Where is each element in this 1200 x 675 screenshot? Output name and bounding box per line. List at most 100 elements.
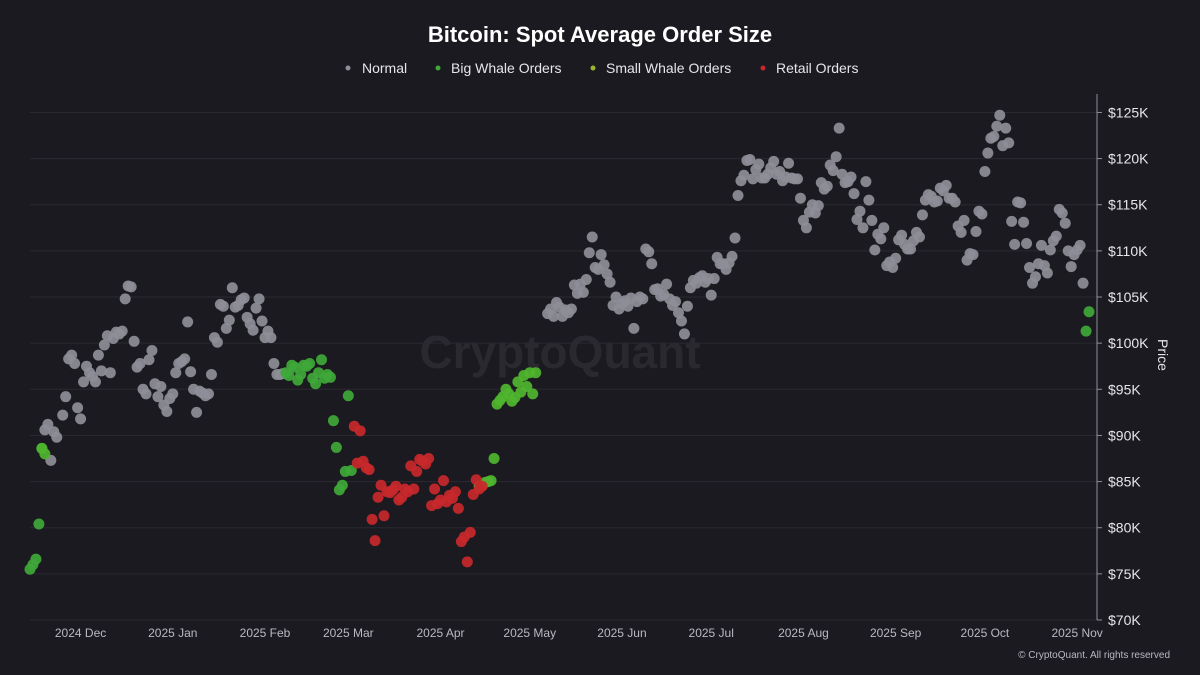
point-normal (800, 222, 812, 234)
point-big-whale-orders (310, 378, 322, 390)
point-retail-orders (429, 483, 441, 495)
point-normal (791, 173, 803, 185)
point-normal (670, 296, 682, 308)
point-normal (211, 336, 223, 348)
point-normal (905, 243, 917, 255)
point-normal (970, 225, 982, 237)
point-normal (851, 214, 863, 226)
point-normal (220, 322, 232, 334)
point-normal (601, 268, 613, 280)
point-big-whale-orders (283, 369, 295, 381)
point-retail-orders (354, 425, 366, 437)
point-retail-orders (390, 480, 402, 492)
chart-title: Bitcoin: Spot Average Order Size (428, 22, 772, 47)
point-normal (708, 273, 720, 285)
point-normal (595, 249, 607, 261)
y-tick-label: $110K (1108, 243, 1148, 259)
point-normal (604, 276, 616, 288)
point-normal (1059, 217, 1071, 229)
point-normal (738, 169, 750, 181)
x-tick-label: 2025 Feb (240, 626, 291, 640)
point-normal (78, 376, 90, 388)
point-normal (586, 231, 598, 243)
point-normal (887, 261, 899, 273)
point-normal (744, 154, 756, 166)
point-normal (1077, 277, 1089, 289)
legend-item-big-whale[interactable]: Big Whale Orders (435, 60, 562, 76)
point-normal (643, 246, 655, 258)
legend-item-normal[interactable]: Normal (345, 60, 408, 76)
point-normal (146, 345, 158, 357)
point-normal (128, 335, 140, 347)
y-ticks: $70K $75K $80K $85K $90K $95K $100K $105K $110K $… (1097, 104, 1149, 628)
point-normal (1024, 261, 1036, 273)
point-normal (705, 289, 717, 301)
point-normal (116, 325, 128, 337)
point-normal (226, 282, 238, 294)
point-normal (628, 322, 640, 334)
point-normal (238, 292, 250, 304)
legend-item-retail[interactable]: Retail Orders (760, 60, 859, 76)
point-retail-orders (408, 483, 420, 495)
point-normal (268, 357, 280, 369)
point-normal (223, 314, 235, 326)
y-tick-label: $75K (1108, 566, 1141, 582)
x-tick-label: 2025 Aug (778, 626, 829, 640)
point-normal (673, 307, 685, 319)
point-small-whale-orders (39, 448, 51, 460)
point-big-whale-orders (342, 390, 354, 402)
point-big-whale-orders (330, 441, 342, 453)
x-tick-label: 2025 Apr (416, 626, 464, 640)
point-normal (637, 293, 649, 305)
point-normal (565, 303, 577, 315)
point-normal (940, 179, 952, 191)
legend-marker-retail (760, 65, 766, 71)
legend-label-retail: Retail Orders (776, 60, 858, 76)
legend-marker-normal (345, 65, 351, 71)
point-big-whale-orders (289, 361, 301, 373)
point-normal (60, 391, 72, 403)
watermark: CryptoQuant (419, 326, 700, 378)
point-normal (988, 130, 1000, 142)
point-normal (1056, 207, 1068, 219)
legend-label-normal: Normal (362, 60, 407, 76)
point-normal (1015, 197, 1027, 209)
legend-item-small-whale[interactable]: Small Whale Orders (590, 60, 732, 76)
point-normal (580, 273, 592, 285)
point-normal (860, 176, 872, 188)
point-normal (104, 367, 116, 379)
x-tick-label: 2025 Nov (1051, 626, 1102, 640)
point-normal (92, 349, 104, 361)
point-normal (256, 315, 268, 327)
point-normal (98, 339, 110, 351)
point-normal (1050, 230, 1062, 242)
point-big-whale-orders (304, 357, 316, 369)
point-retail-orders (366, 513, 378, 525)
point-normal (622, 300, 634, 312)
point-normal (75, 413, 87, 425)
point-normal (845, 171, 857, 183)
point-normal (678, 328, 690, 340)
point-normal (134, 357, 146, 369)
point-small-whale-orders (485, 475, 497, 487)
point-retail-orders (411, 465, 423, 477)
point-normal (863, 194, 875, 206)
point-normal (1035, 239, 1047, 251)
point-retail-orders (461, 556, 473, 568)
point-normal (869, 244, 881, 256)
point-retail-orders (476, 480, 488, 492)
point-normal (167, 388, 179, 400)
point-normal (979, 166, 991, 178)
point-normal (848, 188, 860, 200)
x-tick-label: 2025 Jan (148, 626, 197, 640)
point-big-whale-orders (1083, 306, 1095, 318)
y-tick-label: $100K (1108, 335, 1149, 351)
point-normal (72, 402, 84, 414)
point-normal (1009, 238, 1021, 250)
x-tick-label: 2024 Dec (55, 626, 106, 640)
point-normal (1003, 137, 1015, 149)
point-normal (783, 157, 795, 169)
point-retail-orders (363, 464, 375, 476)
point-normal (119, 293, 131, 305)
point-normal (247, 324, 259, 336)
